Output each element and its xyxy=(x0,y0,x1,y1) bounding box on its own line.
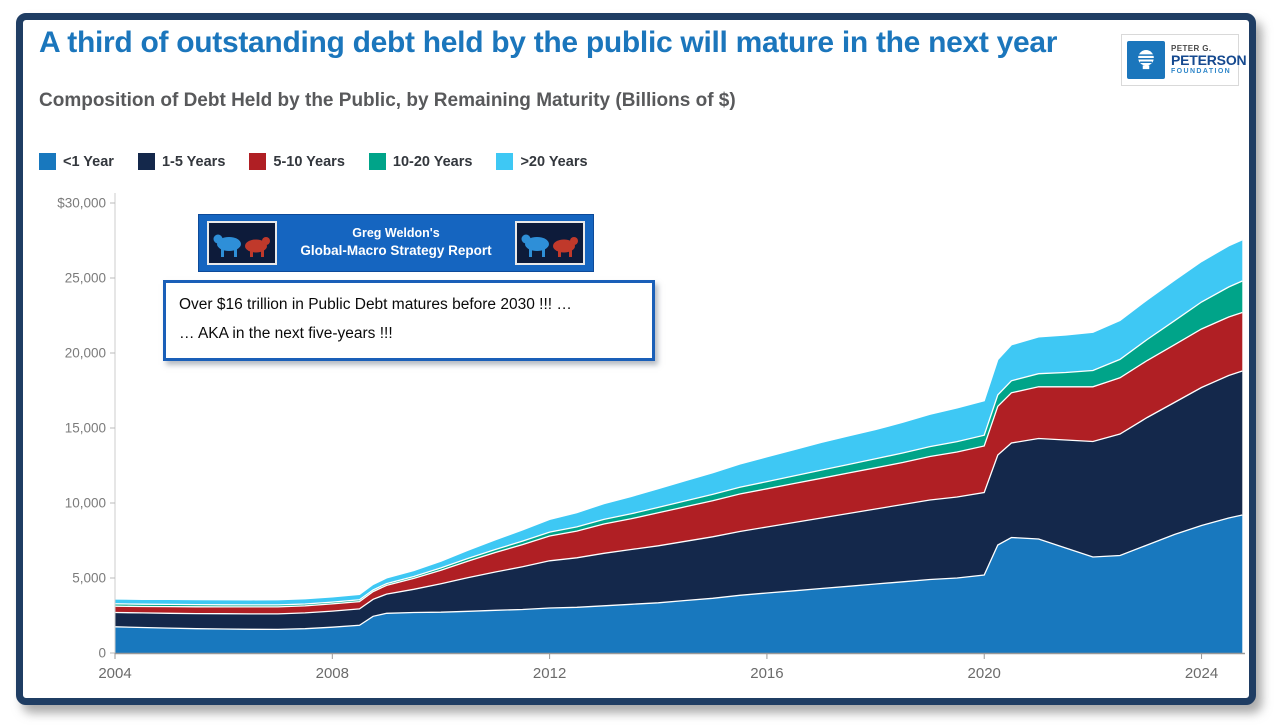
legend-item-3: 10-20 Years xyxy=(368,153,473,170)
legend-swatch xyxy=(137,153,155,170)
legend-label: 5-10 Years xyxy=(273,153,345,170)
logo-text: PETER G. PETERSON FOUNDATION xyxy=(1171,43,1247,75)
x-tick-label: 2024 xyxy=(1185,665,1218,682)
banner-title: Greg Weldon's xyxy=(352,226,440,241)
layer-boundary xyxy=(114,280,1243,606)
legend-swatch xyxy=(249,153,267,170)
legend-item-1: 1-5 Years xyxy=(137,153,226,170)
layer-boundary xyxy=(114,311,1243,608)
page-title: A third of outstanding debt held by the … xyxy=(39,26,1058,59)
y-tick-label: 25,000 xyxy=(65,271,106,286)
layer-boundary xyxy=(114,514,1243,631)
note-line-2: … AKA in the next five-years !!! xyxy=(179,325,393,343)
x-tick-label: 2020 xyxy=(968,665,1001,682)
banner-text: Greg Weldon's Global-Macro Strategy Repo… xyxy=(300,225,491,260)
legend-item-2: 5-10 Years xyxy=(249,153,345,170)
annotation-note: Over $16 trillion in Public Debt matures… xyxy=(163,280,655,361)
bull-bear-icon xyxy=(207,221,277,265)
chart-area: $30,000 25,000 20,000 15,000 10,000 5,000 0 200… xyxy=(23,180,1249,698)
chart-subtitle: Composition of Debt Held by the Public, … xyxy=(39,90,736,111)
x-tick-label: 2004 xyxy=(98,665,131,682)
legend-label: >20 Years xyxy=(520,153,588,170)
y-tick-label: 0 xyxy=(98,646,106,661)
bull-bear-icon xyxy=(515,221,585,265)
logo-text-bottom: FOUNDATION xyxy=(1171,67,1232,75)
legend-item-0: <1 Year xyxy=(39,153,114,170)
page-frame: A third of outstanding debt held by the … xyxy=(16,13,1256,705)
legend-swatch xyxy=(496,153,514,170)
logo-text-top: PETER G. xyxy=(1171,43,1212,53)
legend-label: 1-5 Years xyxy=(161,153,226,170)
y-tick-label: $30,000 xyxy=(57,196,106,211)
lightbulb-icon xyxy=(1127,41,1165,79)
legend-item-4: >20 Years xyxy=(496,153,588,170)
y-tick-label: 10,000 xyxy=(65,496,106,511)
legend-label: <1 Year xyxy=(63,153,114,170)
x-tick-label: 2008 xyxy=(316,665,349,682)
stacked-area-chart: $30,000 25,000 20,000 15,000 10,000 5,000 0 200… xyxy=(57,193,1245,682)
banner-subtitle: Global-Macro Strategy Report xyxy=(300,243,492,259)
area-series-0 xyxy=(115,515,1243,653)
legend-label: 10-20 Years xyxy=(392,153,473,170)
logo-text-name: PETERSON xyxy=(1171,52,1247,69)
peterson-foundation-logo: PETER G. PETERSON FOUNDATION xyxy=(1121,34,1247,86)
area-series-1 xyxy=(115,371,1243,630)
y-tick-label: 15,000 xyxy=(65,421,106,436)
y-tick-label: 20,000 xyxy=(65,346,106,361)
x-tick-label: 2016 xyxy=(750,665,783,682)
legend: <1 Year 1-5 Years 5-10 Years 10-20 Years >20… xyxy=(39,153,588,170)
layer-boundary xyxy=(114,370,1243,615)
legend-swatch xyxy=(368,153,386,170)
legend-swatch xyxy=(39,153,56,170)
weldon-banner: Greg Weldon's Global-Macro Strategy Repo… xyxy=(198,214,594,272)
x-tick-label: 2012 xyxy=(533,665,566,682)
y-tick-label: 5,000 xyxy=(72,571,106,586)
note-line-1: Over $16 trillion in Public Debt matures… xyxy=(179,296,572,313)
layer-boundary xyxy=(114,239,1243,601)
